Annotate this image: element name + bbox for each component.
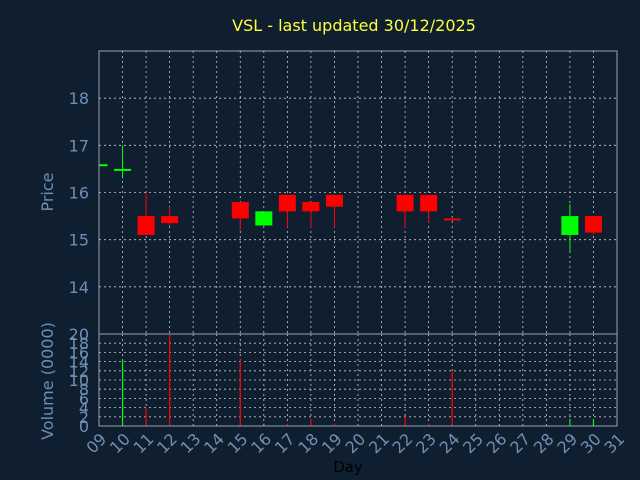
candle [443,218,461,221]
candle [231,201,249,231]
volume-tick-label: 18 [69,334,89,353]
candle-body [161,216,179,224]
candle-body [255,211,273,226]
price-tick-label: 15 [69,231,89,250]
chart-title: VSL - last updated 30/12/2025 [232,16,476,35]
candle [114,145,132,179]
candle [396,194,414,228]
candle [161,206,179,226]
volume-axis-label: Volume (0000) [38,322,57,440]
price-tick-label: 17 [69,136,89,155]
volume-tick-label: 8 [79,380,89,399]
price-tick-label: 18 [69,89,89,108]
candle [325,194,343,228]
candle [137,192,155,235]
price-axis-label: Price [38,172,57,211]
candle-body [137,216,155,235]
candlestick-series [99,145,602,252]
day-axis-label: Day [333,458,363,476]
candle-body [278,194,296,212]
candle-body [325,194,343,207]
candle [561,204,579,252]
candle [278,194,296,228]
candle-body [584,216,602,233]
candle-body [114,168,132,171]
candle [99,164,108,167]
candle [584,216,602,235]
volume-tick-label: 16 [69,343,89,362]
volume-grid [99,334,617,426]
candle [420,194,438,224]
candle-body [302,201,320,212]
candle-body [396,194,414,212]
volume-bars [98,334,595,426]
volume-tick-label: 2 [79,408,89,427]
price-grid [99,51,617,334]
volume-tick-label: 20 [69,325,89,344]
price-tick-label: 16 [69,184,89,203]
day-tick-label: 31 [600,429,628,457]
volume-tick-label: 4 [79,399,89,418]
candle [302,201,320,228]
price-tick-label: 14 [69,278,89,297]
price-tick-labels: 14 15 16 17 18 [69,89,89,297]
candle-body [443,218,461,221]
candle-body [420,194,438,212]
volume-tick-label: 6 [79,389,89,408]
volume-tick-label: 10 [69,371,89,390]
candle [255,211,273,226]
candle-body [99,164,108,167]
volume-plot-frame [98,333,618,427]
day-tick-labels: 0910111213141516171819202122232425262728… [82,429,628,457]
volume-tick-label: 0 [79,417,89,436]
candle-body [561,216,579,235]
candle-body [231,201,249,219]
volume-tick-label: 12 [69,362,89,381]
volume-tick-label: 14 [69,353,89,372]
